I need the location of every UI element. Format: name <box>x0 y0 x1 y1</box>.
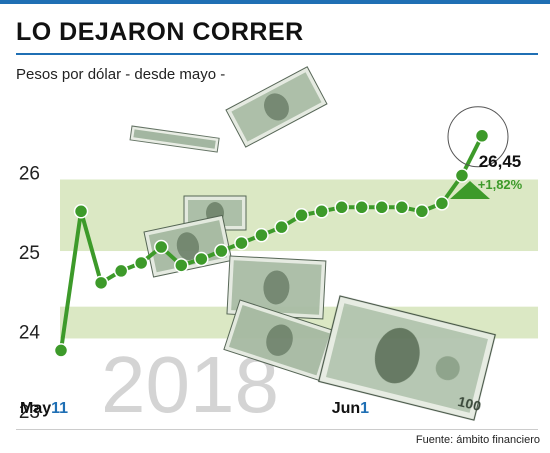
dollar-bill-image <box>225 66 328 148</box>
dollar-bills-illustration: 100 <box>129 66 496 421</box>
data-point <box>294 208 309 223</box>
chart-title: LO DEJARON CORRER <box>16 18 304 46</box>
y-tick-label: 24 <box>19 323 41 344</box>
x-tick-label: May11 <box>20 400 68 417</box>
svg-text:100: 100 <box>456 393 483 414</box>
data-point <box>93 275 109 291</box>
data-point <box>434 196 450 211</box>
data-point <box>254 227 269 243</box>
data-point <box>314 204 329 219</box>
x-tick-label: Jun1 <box>332 400 369 417</box>
data-point <box>454 168 470 183</box>
callout-change: +1,82% <box>478 177 523 192</box>
y-tick-label: 23 <box>19 402 40 423</box>
data-point <box>214 243 229 259</box>
data-point <box>174 258 189 273</box>
data-point <box>354 200 369 215</box>
y-tick-label: 26 <box>19 164 40 185</box>
source-note: Fuente: ámbito financiero <box>415 434 540 446</box>
dollar-bill-image: 100 <box>317 295 496 421</box>
data-point <box>334 200 349 215</box>
y-tick-group: 23 24 25 26 <box>19 164 41 423</box>
up-arrow-icon <box>450 181 490 199</box>
data-point <box>474 128 490 144</box>
point-group <box>53 128 490 358</box>
title-underline <box>16 53 538 55</box>
footer-rule <box>16 429 538 430</box>
data-point <box>133 255 149 271</box>
top-accent-rule <box>0 0 550 4</box>
data-point <box>274 219 289 235</box>
data-point <box>73 204 89 219</box>
y-tick-label: 25 <box>19 243 40 264</box>
x-tick-group: May11 Jun1 <box>20 400 369 417</box>
data-point <box>53 343 69 358</box>
highlight-ring <box>447 106 509 168</box>
dollar-bill-image <box>129 125 220 153</box>
data-point <box>394 200 410 215</box>
data-point <box>374 200 390 215</box>
chart-subtitle: Pesos por dólar - desde mayo - <box>16 66 226 83</box>
data-point <box>153 239 169 255</box>
callout-value: 26,45 <box>479 152 522 171</box>
data-point <box>113 263 129 279</box>
dollar-bill-image <box>223 299 336 381</box>
data-point <box>234 235 249 251</box>
series-line <box>59 133 484 353</box>
data-point <box>414 204 430 219</box>
data-point <box>194 251 209 267</box>
